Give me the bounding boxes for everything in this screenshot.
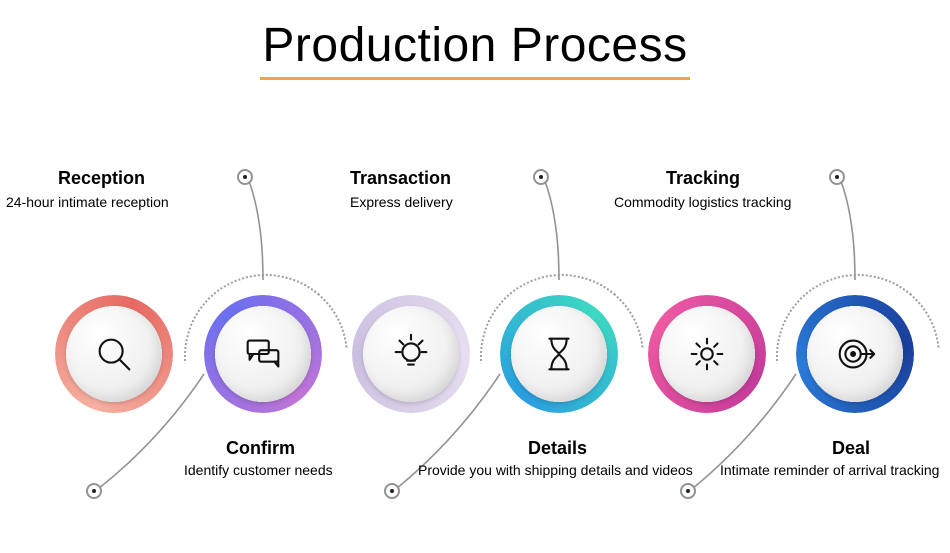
step-sub-deal: Intimate reminder of arrival tracking	[720, 462, 939, 478]
step-sub-tracking: Commodity logistics tracking	[614, 194, 791, 210]
step-title-deal: Deal	[832, 438, 870, 459]
step-sub-transaction: Express delivery	[350, 194, 453, 210]
bulb-icon	[388, 331, 434, 377]
connector-dot	[829, 169, 845, 185]
hourglass-icon	[536, 331, 582, 377]
step-title-confirm: Confirm	[226, 438, 295, 459]
target-icon	[832, 331, 878, 377]
step-title-tracking: Tracking	[666, 168, 740, 189]
step-sub-reception: 24-hour intimate reception	[6, 194, 169, 210]
connector-dot	[237, 169, 253, 185]
step-bubble-tracking	[648, 295, 766, 413]
step-bubble-deal	[796, 295, 914, 413]
connector-dot	[533, 169, 549, 185]
chat-icon	[240, 331, 286, 377]
connector-dot	[680, 483, 696, 499]
step-sub-details: Provide you with shipping details and vi…	[418, 462, 693, 478]
step-title-transaction: Transaction	[350, 168, 451, 189]
step-sub-confirm: Identify customer needs	[184, 462, 333, 478]
step-title-details: Details	[528, 438, 587, 459]
step-bubble-details	[500, 295, 618, 413]
connector-dot	[384, 483, 400, 499]
page-title: Production Process	[0, 18, 950, 73]
step-bubble-transaction	[352, 295, 470, 413]
step-title-reception: Reception	[58, 168, 145, 189]
connector-dot	[86, 483, 102, 499]
step-bubble-confirm	[204, 295, 322, 413]
gear-icon	[684, 331, 730, 377]
process-stage: Reception 24-hour intimate reception Tra…	[0, 80, 950, 540]
step-bubble-reception	[55, 295, 173, 413]
search-icon	[91, 331, 137, 377]
